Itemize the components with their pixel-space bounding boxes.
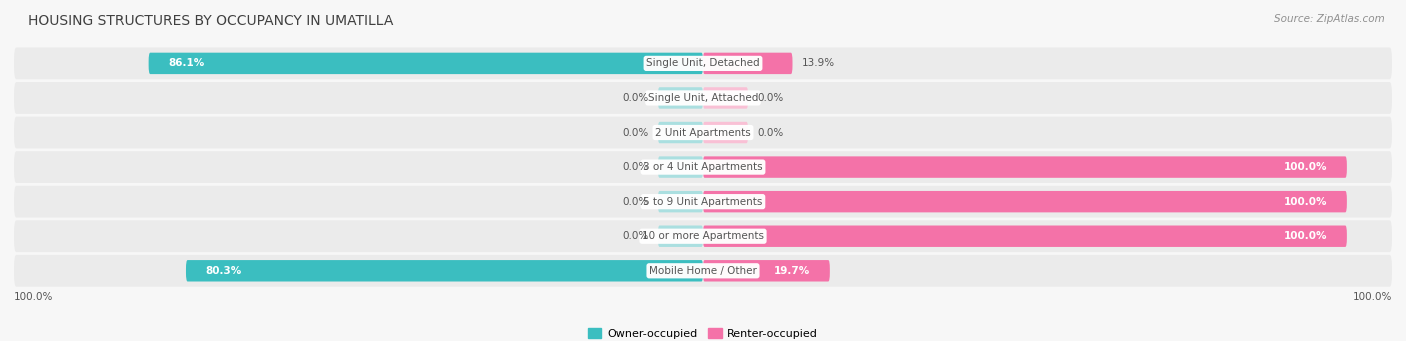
Legend: Owner-occupied, Renter-occupied: Owner-occupied, Renter-occupied xyxy=(583,324,823,341)
Text: 19.7%: 19.7% xyxy=(775,266,810,276)
Text: 10 or more Apartments: 10 or more Apartments xyxy=(643,231,763,241)
Text: 2 Unit Apartments: 2 Unit Apartments xyxy=(655,128,751,137)
Text: 0.0%: 0.0% xyxy=(621,197,648,207)
Text: 0.0%: 0.0% xyxy=(621,93,648,103)
Text: 5 to 9 Unit Apartments: 5 to 9 Unit Apartments xyxy=(644,197,762,207)
Text: 13.9%: 13.9% xyxy=(803,58,835,69)
FancyBboxPatch shape xyxy=(703,157,1347,178)
FancyBboxPatch shape xyxy=(658,225,703,247)
FancyBboxPatch shape xyxy=(703,122,748,143)
Text: Single Unit, Detached: Single Unit, Detached xyxy=(647,58,759,69)
FancyBboxPatch shape xyxy=(703,53,793,74)
FancyBboxPatch shape xyxy=(658,157,703,178)
FancyBboxPatch shape xyxy=(14,186,1392,218)
FancyBboxPatch shape xyxy=(14,117,1392,148)
FancyBboxPatch shape xyxy=(658,122,703,143)
FancyBboxPatch shape xyxy=(14,220,1392,252)
Text: Mobile Home / Other: Mobile Home / Other xyxy=(650,266,756,276)
FancyBboxPatch shape xyxy=(14,47,1392,79)
FancyBboxPatch shape xyxy=(703,191,1347,212)
Text: 100.0%: 100.0% xyxy=(1284,162,1327,172)
Text: 100.0%: 100.0% xyxy=(1284,231,1327,241)
FancyBboxPatch shape xyxy=(658,87,703,109)
Text: HOUSING STRUCTURES BY OCCUPANCY IN UMATILLA: HOUSING STRUCTURES BY OCCUPANCY IN UMATI… xyxy=(28,14,394,28)
FancyBboxPatch shape xyxy=(14,151,1392,183)
Text: Single Unit, Attached: Single Unit, Attached xyxy=(648,93,758,103)
Text: 0.0%: 0.0% xyxy=(621,231,648,241)
FancyBboxPatch shape xyxy=(186,260,703,282)
Text: Source: ZipAtlas.com: Source: ZipAtlas.com xyxy=(1274,14,1385,24)
FancyBboxPatch shape xyxy=(703,260,830,282)
FancyBboxPatch shape xyxy=(149,53,703,74)
Text: 3 or 4 Unit Apartments: 3 or 4 Unit Apartments xyxy=(643,162,763,172)
Text: 100.0%: 100.0% xyxy=(1284,197,1327,207)
Text: 0.0%: 0.0% xyxy=(621,162,648,172)
Text: 0.0%: 0.0% xyxy=(758,93,785,103)
Text: 86.1%: 86.1% xyxy=(167,58,204,69)
FancyBboxPatch shape xyxy=(703,225,1347,247)
Text: 0.0%: 0.0% xyxy=(621,128,648,137)
Text: 0.0%: 0.0% xyxy=(758,128,785,137)
Text: 100.0%: 100.0% xyxy=(1353,292,1392,302)
Text: 100.0%: 100.0% xyxy=(14,292,53,302)
FancyBboxPatch shape xyxy=(14,255,1392,287)
Text: 80.3%: 80.3% xyxy=(205,266,242,276)
FancyBboxPatch shape xyxy=(14,82,1392,114)
FancyBboxPatch shape xyxy=(703,87,748,109)
FancyBboxPatch shape xyxy=(658,191,703,212)
